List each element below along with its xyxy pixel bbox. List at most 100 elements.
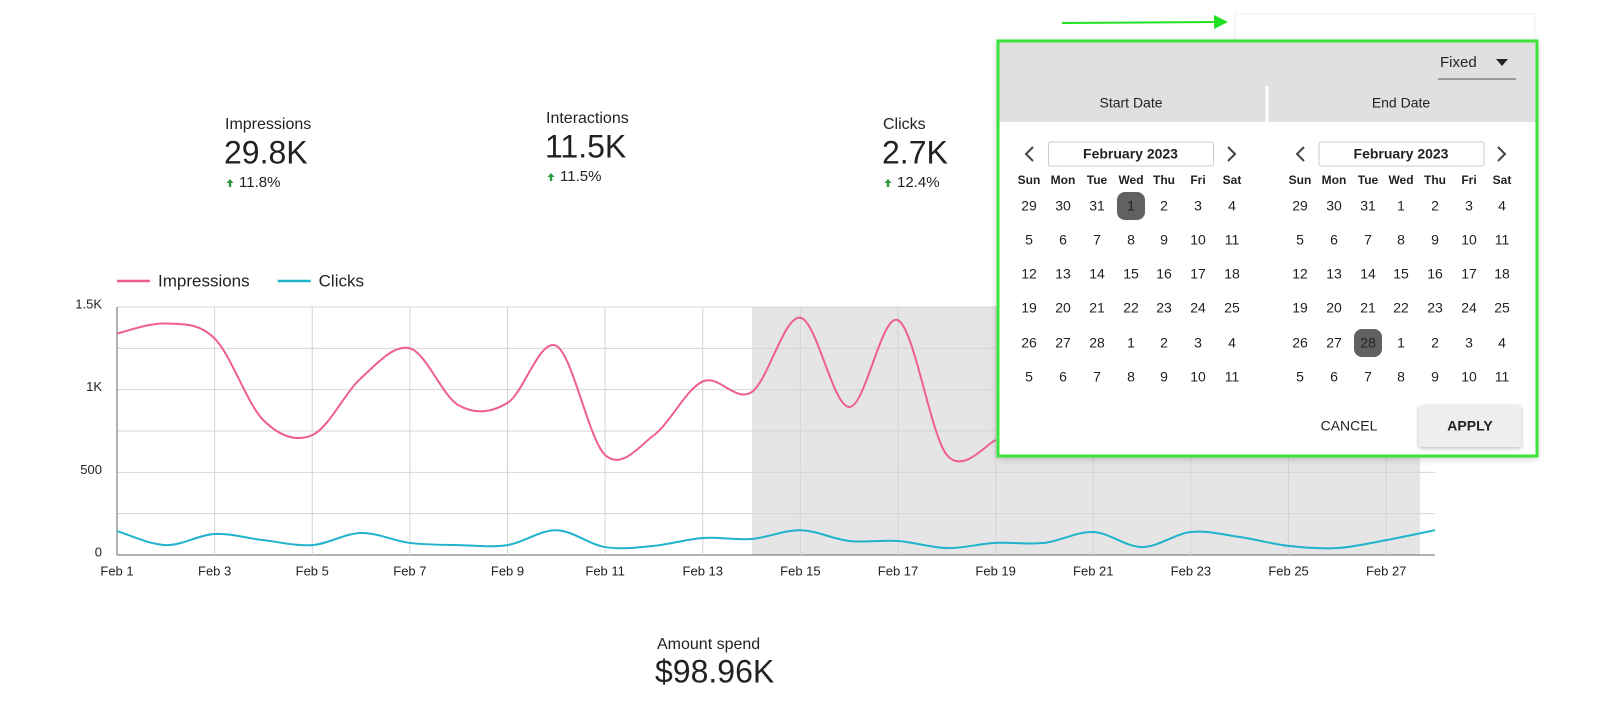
- day[interactable]: 29: [1292, 198, 1308, 214]
- day[interactable]: 14: [1089, 266, 1105, 282]
- day[interactable]: 7: [1093, 232, 1101, 248]
- day[interactable]: 14: [1360, 266, 1376, 282]
- day[interactable]: 19: [1292, 300, 1308, 316]
- day[interactable]: 2: [1431, 198, 1439, 214]
- day[interactable]: 6: [1059, 232, 1067, 248]
- day[interactable]: 5: [1296, 369, 1304, 385]
- tab[interactable]: End Date: [1372, 95, 1431, 111]
- day[interactable]: 8: [1397, 369, 1405, 385]
- day[interactable]: 29: [1021, 198, 1037, 214]
- day[interactable]: 8: [1127, 232, 1135, 248]
- day[interactable]: 30: [1055, 198, 1071, 214]
- day[interactable]: 22: [1123, 300, 1139, 316]
- weekday-label: Mon: [1051, 173, 1076, 187]
- weekday-label: Sun: [1289, 173, 1312, 187]
- day[interactable]: 16: [1427, 266, 1443, 282]
- day[interactable]: 10: [1190, 232, 1206, 248]
- day[interactable]: 12: [1292, 266, 1308, 282]
- day[interactable]: 3: [1465, 335, 1473, 351]
- day[interactable]: 4: [1498, 198, 1506, 214]
- prev-month[interactable]: [1295, 146, 1305, 162]
- day[interactable]: 11: [1495, 369, 1510, 385]
- card-value: 2.7K: [882, 134, 948, 170]
- day[interactable]: 3: [1465, 198, 1473, 214]
- day[interactable]: 24: [1461, 300, 1477, 316]
- day[interactable]: 16: [1156, 266, 1172, 282]
- day[interactable]: 9: [1160, 232, 1168, 248]
- apply-button[interactable]: [1419, 406, 1521, 447]
- day[interactable]: 1: [1127, 335, 1135, 351]
- day[interactable]: 23: [1156, 300, 1172, 316]
- day[interactable]: 12: [1021, 266, 1037, 282]
- day[interactable]: 26: [1021, 335, 1037, 351]
- day[interactable]: 6: [1330, 232, 1338, 248]
- day[interactable]: 6: [1059, 369, 1067, 385]
- day[interactable]: 4: [1498, 335, 1506, 351]
- day[interactable]: 1: [1127, 198, 1135, 214]
- day[interactable]: 25: [1494, 300, 1510, 316]
- day[interactable]: 20: [1055, 300, 1071, 316]
- day[interactable]: 25: [1224, 300, 1240, 316]
- up-arrow-icon: [547, 173, 555, 181]
- day[interactable]: 10: [1461, 232, 1477, 248]
- day[interactable]: 11: [1225, 369, 1240, 385]
- next-month[interactable]: [1497, 146, 1507, 162]
- day[interactable]: 27: [1326, 335, 1342, 351]
- day[interactable]: 1: [1397, 198, 1405, 214]
- day[interactable]: 30: [1326, 198, 1342, 214]
- date-field[interactable]: [1234, 13, 1536, 43]
- day[interactable]: 6: [1330, 369, 1338, 385]
- day[interactable]: 8: [1397, 232, 1405, 248]
- day[interactable]: 2: [1160, 335, 1168, 351]
- day[interactable]: 2: [1431, 335, 1439, 351]
- day[interactable]: 28: [1089, 335, 1105, 351]
- day[interactable]: 5: [1296, 232, 1304, 248]
- mode-select[interactable]: Fixed: [1440, 54, 1477, 71]
- day[interactable]: 19: [1021, 300, 1037, 316]
- day[interactable]: 5: [1025, 369, 1033, 385]
- day[interactable]: 4: [1228, 198, 1236, 214]
- day[interactable]: 23: [1427, 300, 1443, 316]
- day[interactable]: 27: [1055, 335, 1071, 351]
- day[interactable]: 10: [1190, 369, 1206, 385]
- day[interactable]: 20: [1326, 300, 1342, 316]
- day[interactable]: 13: [1055, 266, 1071, 282]
- day[interactable]: 17: [1190, 266, 1206, 282]
- day[interactable]: 9: [1431, 369, 1439, 385]
- day[interactable]: 21: [1089, 300, 1105, 316]
- next-month[interactable]: [1227, 146, 1237, 162]
- day[interactable]: 7: [1093, 369, 1101, 385]
- day[interactable]: 15: [1123, 266, 1139, 282]
- tab[interactable]: Start Date: [1099, 95, 1162, 111]
- prev-month[interactable]: [1024, 146, 1034, 162]
- day[interactable]: 17: [1461, 266, 1477, 282]
- day[interactable]: 15: [1393, 266, 1409, 282]
- day[interactable]: 11: [1495, 232, 1510, 248]
- day[interactable]: 26: [1292, 335, 1308, 351]
- day[interactable]: 9: [1431, 232, 1439, 248]
- day[interactable]: 3: [1194, 198, 1202, 214]
- day[interactable]: 4: [1228, 335, 1236, 351]
- day[interactable]: 28: [1360, 335, 1376, 351]
- day[interactable]: 10: [1461, 369, 1477, 385]
- day[interactable]: 7: [1364, 369, 1372, 385]
- day[interactable]: 1: [1397, 335, 1405, 351]
- day[interactable]: 8: [1127, 369, 1135, 385]
- day[interactable]: 2: [1160, 198, 1168, 214]
- day[interactable]: 11: [1225, 232, 1240, 248]
- day[interactable]: 5: [1025, 232, 1033, 248]
- day[interactable]: 9: [1160, 369, 1168, 385]
- day[interactable]: 7: [1364, 232, 1372, 248]
- x-tick-label: Feb 21: [1073, 563, 1113, 578]
- apply-label[interactable]: APPLY: [1447, 418, 1493, 434]
- day[interactable]: 21: [1360, 300, 1376, 316]
- day[interactable]: 18: [1494, 266, 1510, 282]
- day[interactable]: 24: [1190, 300, 1206, 316]
- cancel-button[interactable]: CANCEL: [1321, 418, 1378, 434]
- day[interactable]: 22: [1393, 300, 1409, 316]
- day[interactable]: 31: [1089, 198, 1105, 214]
- day[interactable]: 18: [1224, 266, 1240, 282]
- day[interactable]: 31: [1360, 198, 1376, 214]
- day[interactable]: 3: [1194, 335, 1202, 351]
- day[interactable]: 13: [1326, 266, 1342, 282]
